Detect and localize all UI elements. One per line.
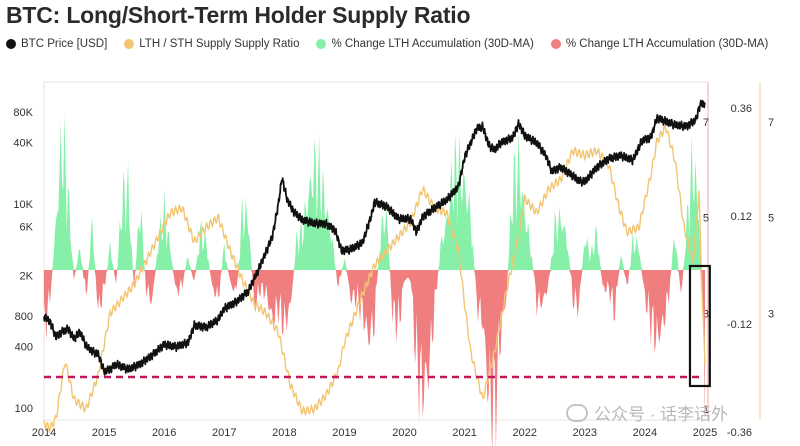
chart-title: BTC: Long/Short-Term Holder Supply Ratio xyxy=(6,2,471,28)
x-tick-label: 2016 xyxy=(152,427,176,439)
right-tick-label: 5 xyxy=(768,213,774,225)
change-tick-label: 0.36 xyxy=(731,103,752,115)
legend-dot-supply-ratio xyxy=(124,39,135,49)
legend-item-lth-positive[interactable]: % Change LTH Accumulation (30D-MA) xyxy=(316,38,534,50)
x-tick-label: 2014 xyxy=(32,427,56,439)
legend-dot-lth-positive xyxy=(316,39,327,49)
x-tick-label: 2024 xyxy=(633,427,657,439)
btc-price-line xyxy=(43,99,706,376)
ratio-tick-label: 1 xyxy=(703,404,709,416)
x-tick-label: 2019 xyxy=(332,427,356,439)
legend-item-btc-price[interactable]: BTC Price [USD] xyxy=(6,38,107,50)
legend-dot-lth-negative xyxy=(550,39,561,49)
change-tick-label: 0.12 xyxy=(731,211,752,223)
x-tick-label: 2020 xyxy=(392,427,416,439)
change-tick-label: -0.12 xyxy=(727,319,752,331)
legend-label-lth-positive: % Change LTH Accumulation (30D-MA) xyxy=(331,38,534,50)
right-tick-label: 3 xyxy=(768,308,774,320)
chart-legend: BTC Price [USD] LTH / STH Supply Supply … xyxy=(6,38,785,50)
legend-label-btc-price: BTC Price [USD] xyxy=(21,38,108,50)
watermark: 公众号 · 话李话外 xyxy=(566,400,728,425)
y-left-tick-label: 6K xyxy=(20,222,34,234)
y-left-tick-label: 80K xyxy=(13,107,33,119)
highlight-box xyxy=(688,264,711,388)
supply-ratio-line xyxy=(43,123,706,434)
y-left-tick-label: 800 xyxy=(15,311,33,323)
x-tick-label: 2023 xyxy=(573,427,597,439)
x-tick-label: 2018 xyxy=(272,427,296,439)
watermark-text: 公众号 · 话李话外 xyxy=(594,405,729,424)
lth-positive-area xyxy=(44,114,705,270)
x-tick-label: 2022 xyxy=(512,427,536,439)
x-tick-label: 2021 xyxy=(452,427,476,439)
x-tick-label: 2015 xyxy=(92,427,116,439)
legend-dot-btc-price xyxy=(6,39,16,49)
ratio-tick-label: 5 xyxy=(703,213,709,225)
plot-frame xyxy=(43,81,709,421)
y-left-tick-label: 2K xyxy=(20,270,34,282)
right-tick-label: 7 xyxy=(768,117,774,129)
lth-negative-area xyxy=(44,270,705,446)
legend-label-lth-negative: % Change LTH Accumulation (30D-MA) xyxy=(565,38,769,50)
x-tick-label: 2025 xyxy=(693,427,717,439)
ratio-tick-label: 7 xyxy=(703,117,709,129)
y-left-tick-label: 400 xyxy=(15,342,33,354)
legend-item-lth-negative[interactable]: % Change LTH Accumulation (30D-MA) xyxy=(550,38,769,50)
legend-item-supply-ratio[interactable]: LTH / STH Supply Supply Ratio xyxy=(124,38,299,50)
y-left-tick-label: 40K xyxy=(13,138,33,150)
wechat-icon xyxy=(566,403,588,422)
ratio-tick-label: 3 xyxy=(703,308,709,320)
legend-label-supply-ratio: LTH / STH Supply Supply Ratio xyxy=(139,38,300,50)
y-left-tick-label: 100 xyxy=(15,403,33,415)
x-tick-label: 2017 xyxy=(212,427,236,439)
change-tick-label: -0.36 xyxy=(727,427,752,439)
y-left-tick-label: 10K xyxy=(13,199,33,211)
